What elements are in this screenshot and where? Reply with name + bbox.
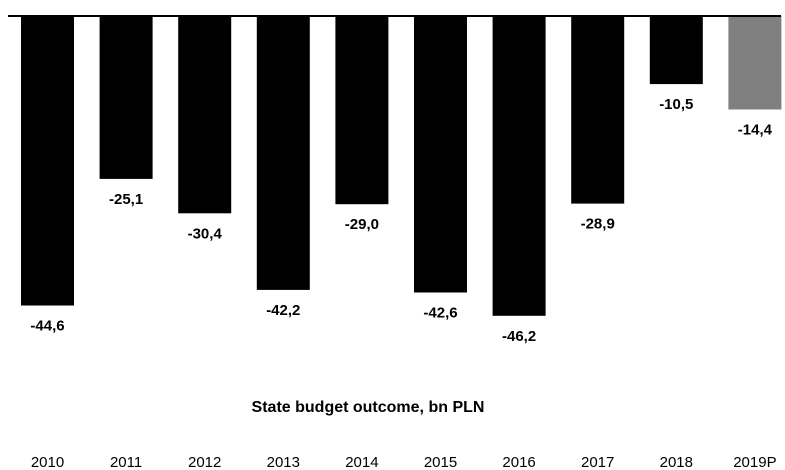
bar-2015 (414, 16, 467, 293)
x-tick-label-2014: 2014 (345, 454, 378, 470)
value-label-2011: -25,1 (109, 191, 143, 208)
value-label-2017: -28,9 (581, 216, 615, 233)
bar-2018 (649, 16, 703, 85)
x-tick-label-2011: 2011 (110, 454, 142, 470)
x-tick-label-2018: 2018 (660, 454, 693, 470)
x-tick-label-2010: 2010 (31, 454, 64, 470)
value-label-2013: -42,2 (266, 302, 300, 319)
value-label-2014: -29,0 (345, 216, 379, 233)
x-tick-label-2015: 2015 (424, 454, 457, 470)
x-tick-label-2016: 2016 (502, 454, 535, 470)
value-labels-group: -44,6 -25,1 -30,4 -42,2 -29,0 -42,6 -46,2 -28,9… (30, 96, 772, 345)
value-label-2019P: -14,4 (738, 122, 773, 139)
bar-2010 (21, 16, 74, 306)
bar-2019P (728, 16, 782, 110)
value-label-2018: -10,5 (659, 96, 693, 113)
x-tick-label-2017: 2017 (581, 454, 614, 470)
bar-2014 (335, 16, 389, 205)
value-label-2012: -30,4 (188, 225, 223, 242)
bars-group (21, 16, 782, 316)
value-label-2015: -42,6 (423, 305, 457, 322)
x-tick-label-2019P: 2019P (733, 454, 776, 470)
chart-title: State budget outcome, bn PLN (252, 399, 485, 416)
bar-2011 (99, 16, 153, 179)
value-label-2010: -44,6 (30, 318, 64, 335)
bar-2012 (178, 16, 232, 214)
x-tick-label-2013: 2013 (267, 454, 300, 470)
bar-2013 (256, 16, 310, 290)
x-tick-labels-group: 2010 2011 2012 2013 2014 2015 2016 2017 2018 2019… (31, 454, 777, 470)
x-tick-label-2012: 2012 (188, 454, 221, 470)
bar-2016 (492, 16, 546, 316)
bar-2017 (571, 16, 625, 204)
value-label-2016: -46,2 (502, 328, 536, 345)
